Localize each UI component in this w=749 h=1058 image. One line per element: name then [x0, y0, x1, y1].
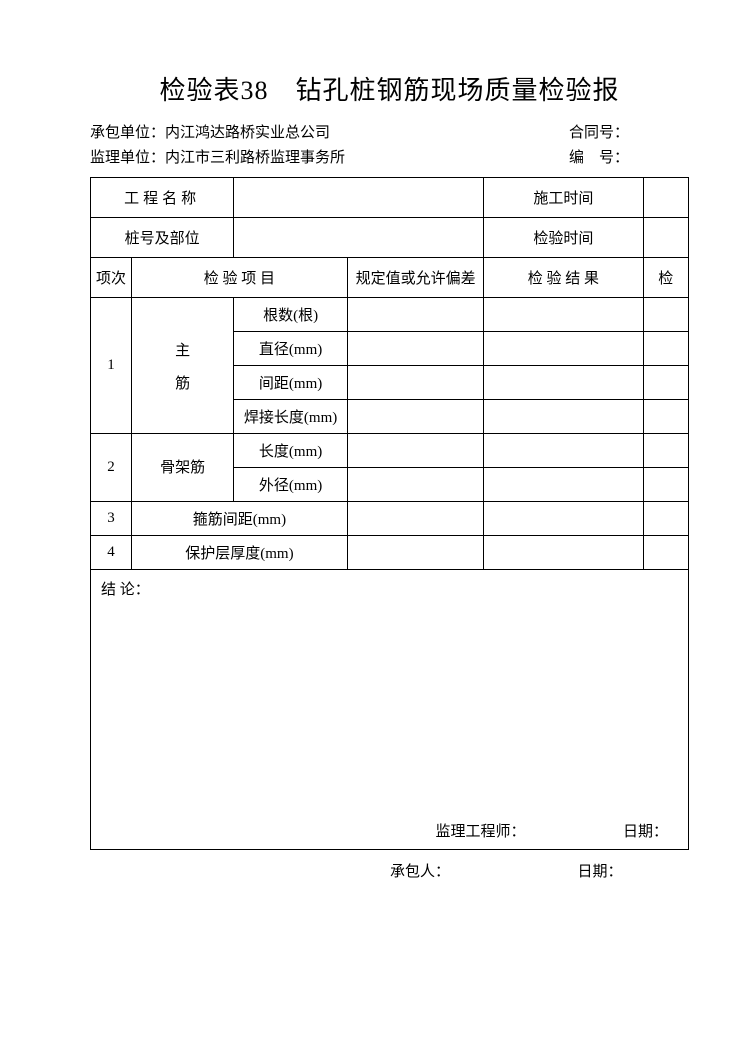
g1-r4-result[interactable] [484, 400, 643, 434]
contractor-person-label: 承包人： [390, 864, 450, 880]
conclusion-label: 结 论： [101, 582, 150, 598]
supervisor-value: 内江市三利路桥监理事务所 [165, 150, 345, 166]
g1-r2-last[interactable] [643, 332, 689, 366]
project-name-label: 工程名称 [91, 178, 234, 218]
g1-r4-spec[interactable] [347, 400, 483, 434]
meta-row-2: 监理单位：内江市三利路桥监理事务所 编 号： [90, 146, 689, 167]
g4-spec[interactable] [347, 536, 483, 570]
g1-r1-last[interactable] [643, 298, 689, 332]
g2-r2: 外径(mm) [234, 468, 348, 502]
g2-r1: 长度(mm) [234, 434, 348, 468]
g1-r3-last[interactable] [643, 366, 689, 400]
g1-r3-result[interactable] [484, 366, 643, 400]
engineer-label: 监理工程师： [435, 824, 525, 840]
meta-row-1: 承包单位：内江鸿达路桥实业总公司 合同号： [90, 121, 689, 142]
pile-no-label: 桩号及部位 [91, 218, 234, 258]
g1-r2: 直径(mm) [234, 332, 348, 366]
col-seq: 项次 [91, 258, 132, 298]
g2-r2-result[interactable] [484, 468, 643, 502]
project-name-value[interactable] [234, 178, 484, 218]
serial-no-label: 编 号： [569, 146, 689, 167]
construction-time-value[interactable] [643, 178, 689, 218]
g2-r1-spec[interactable] [347, 434, 483, 468]
g1-r4-last[interactable] [643, 400, 689, 434]
conclusion-signoff: 监理工程师： 日期： [435, 820, 668, 841]
col-last: 检 [643, 258, 689, 298]
form-title: 检验表38 钻孔桩钢筋现场质量检验报 [90, 70, 689, 107]
g3-result[interactable] [484, 502, 643, 536]
construction-time-label: 施工时间 [484, 178, 643, 218]
g1-r3: 间距(mm) [234, 366, 348, 400]
contractor-label: 承包单位： [90, 125, 165, 141]
g1-no: 1 [91, 298, 132, 434]
g2-r1-result[interactable] [484, 434, 643, 468]
g2-r1-last[interactable] [643, 434, 689, 468]
g1-r1-result[interactable] [484, 298, 643, 332]
conclusion-date-label: 日期： [623, 824, 668, 840]
g1-r2-spec[interactable] [347, 332, 483, 366]
col-spec: 规定值或允许偏差 [347, 258, 483, 298]
g2-r2-spec[interactable] [347, 468, 483, 502]
g1-label-top: 主 [131, 298, 233, 366]
conclusion-cell[interactable]: 结 论： 监理工程师： 日期： [91, 570, 689, 850]
g4-no: 4 [91, 536, 132, 570]
inspection-table: 工程名称 施工时间 桩号及部位 检验时间 项次 检 验 项 目 规定值或允许偏差… [90, 177, 689, 850]
g1-r4: 焊接长度(mm) [234, 400, 348, 434]
g3-label: 箍筋间距(mm) [131, 502, 347, 536]
g2-label: 骨架筋 [131, 434, 233, 502]
g3-last[interactable] [643, 502, 689, 536]
g4-last[interactable] [643, 536, 689, 570]
g2-no: 2 [91, 434, 132, 502]
page-container: 检验表38 钻孔桩钢筋现场质量检验报 承包单位：内江鸿达路桥实业总公司 合同号：… [0, 0, 749, 921]
contractor-line: 承包单位：内江鸿达路桥实业总公司 [90, 121, 569, 142]
supervisor-label: 监理单位： [90, 150, 165, 166]
g3-spec[interactable] [347, 502, 483, 536]
col-item: 检 验 项 目 [131, 258, 347, 298]
inspection-time-value[interactable] [643, 218, 689, 258]
inspection-time-label: 检验时间 [484, 218, 643, 258]
g3-no: 3 [91, 502, 132, 536]
g4-label: 保护层厚度(mm) [131, 536, 347, 570]
g1-label-bot: 筋 [131, 366, 233, 434]
col-result: 检 验 结 果 [484, 258, 643, 298]
g1-r3-spec[interactable] [347, 366, 483, 400]
g2-r2-last[interactable] [643, 468, 689, 502]
pile-no-value[interactable] [234, 218, 484, 258]
contractor-value: 内江鸿达路桥实业总公司 [165, 125, 330, 141]
g1-r1-spec[interactable] [347, 298, 483, 332]
supervisor-line: 监理单位：内江市三利路桥监理事务所 [90, 146, 569, 167]
contract-no-label: 合同号： [569, 121, 689, 142]
g4-result[interactable] [484, 536, 643, 570]
footer-date-label: 日期： [578, 864, 623, 880]
g1-r1: 根数(根) [234, 298, 348, 332]
g1-r2-result[interactable] [484, 332, 643, 366]
footer-signoff: 承包人： 日期： [90, 860, 689, 881]
